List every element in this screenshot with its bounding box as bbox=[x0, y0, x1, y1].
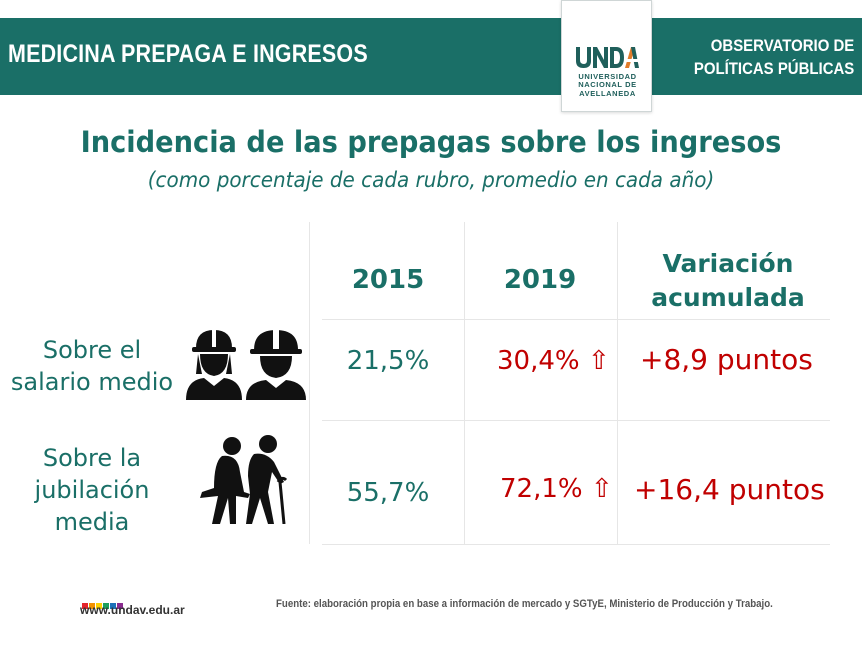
value-2019-pension-text: 72,1% bbox=[500, 474, 583, 504]
undav-logo-mark bbox=[576, 47, 639, 68]
row-label-pension-line3: media bbox=[54, 508, 130, 536]
color-dot bbox=[110, 603, 116, 609]
row-label-pension-line1: Sobre la bbox=[42, 444, 142, 472]
value-2019-salary-text: 30,4% bbox=[497, 346, 580, 376]
table-divider bbox=[322, 544, 830, 545]
row-label-salary-line2: salario medio bbox=[10, 368, 174, 396]
logo-text-line3: AVELLANEDA bbox=[579, 88, 636, 98]
observatory-title-line2: POLÍTICAS PÚBLICAS bbox=[693, 59, 854, 78]
table-divider bbox=[322, 420, 830, 421]
table-divider bbox=[309, 222, 310, 544]
color-dot bbox=[82, 603, 88, 609]
value-2019-salary: 30,4% ⇧ bbox=[497, 346, 610, 376]
column-header-variation: Variación acumulada bbox=[622, 247, 834, 315]
undav-logo-text: UNIVERSIDAD NACIONAL DE AVELLANEDA bbox=[562, 72, 653, 98]
table-divider bbox=[464, 222, 465, 544]
table-divider bbox=[322, 319, 830, 320]
footer-url: www.undav.edu.ar bbox=[80, 603, 185, 617]
color-dot bbox=[117, 603, 123, 609]
color-dots-decoration bbox=[82, 596, 124, 614]
undav-logo: UNIVERSIDAD NACIONAL DE AVELLANEDA bbox=[561, 0, 652, 112]
logo-text-line1: UNIVERSIDAD bbox=[578, 72, 637, 81]
variation-salary: +8,9 puntos bbox=[640, 343, 813, 376]
color-dot bbox=[96, 603, 102, 609]
value-2015-salary: 21,5% bbox=[346, 346, 430, 376]
up-arrow-icon: ⇧ bbox=[587, 346, 610, 376]
header-band bbox=[0, 18, 862, 95]
up-arrow-icon: ⇧ bbox=[590, 474, 613, 504]
row-label-pension: Sobre la jubilación media bbox=[2, 442, 182, 538]
row-label-salary-line1: Sobre el bbox=[42, 336, 142, 364]
table-divider bbox=[617, 222, 618, 544]
observatory-title: OBSERVATORIO DE POLÍTICAS PÚBLICAS bbox=[694, 34, 854, 80]
page-title: Incidencia de las prepagas sobre los ing… bbox=[80, 125, 782, 159]
logo-text-line2: NACIONAL DE bbox=[578, 80, 637, 90]
header-title: MEDICINA PREPAGA E INGRESOS bbox=[8, 40, 368, 68]
elderly-couple-icon bbox=[200, 435, 288, 524]
column-header-2015: 2015 bbox=[351, 265, 425, 295]
color-dot bbox=[89, 603, 95, 609]
observatory-title-line1: OBSERVATORIO DE bbox=[710, 36, 854, 55]
column-header-variation-line2: acumulada bbox=[651, 283, 805, 312]
workers-icon bbox=[186, 330, 306, 400]
column-header-variation-line1: Variación bbox=[662, 249, 794, 278]
color-dot bbox=[103, 603, 109, 609]
value-2019-pension: 72,1% ⇧ bbox=[500, 474, 613, 504]
row-label-pension-line2: jubilación bbox=[34, 476, 150, 504]
variation-pension: +16,4 puntos bbox=[634, 473, 825, 506]
row-label-salary: Sobre el salario medio bbox=[2, 334, 182, 398]
source-note: Fuente: elaboración propia en base a inf… bbox=[276, 598, 773, 610]
value-2015-pension: 55,7% bbox=[346, 478, 430, 508]
page-subtitle: (como porcentaje de cada rubro, promedio… bbox=[147, 168, 715, 192]
column-header-2019: 2019 bbox=[503, 265, 577, 295]
